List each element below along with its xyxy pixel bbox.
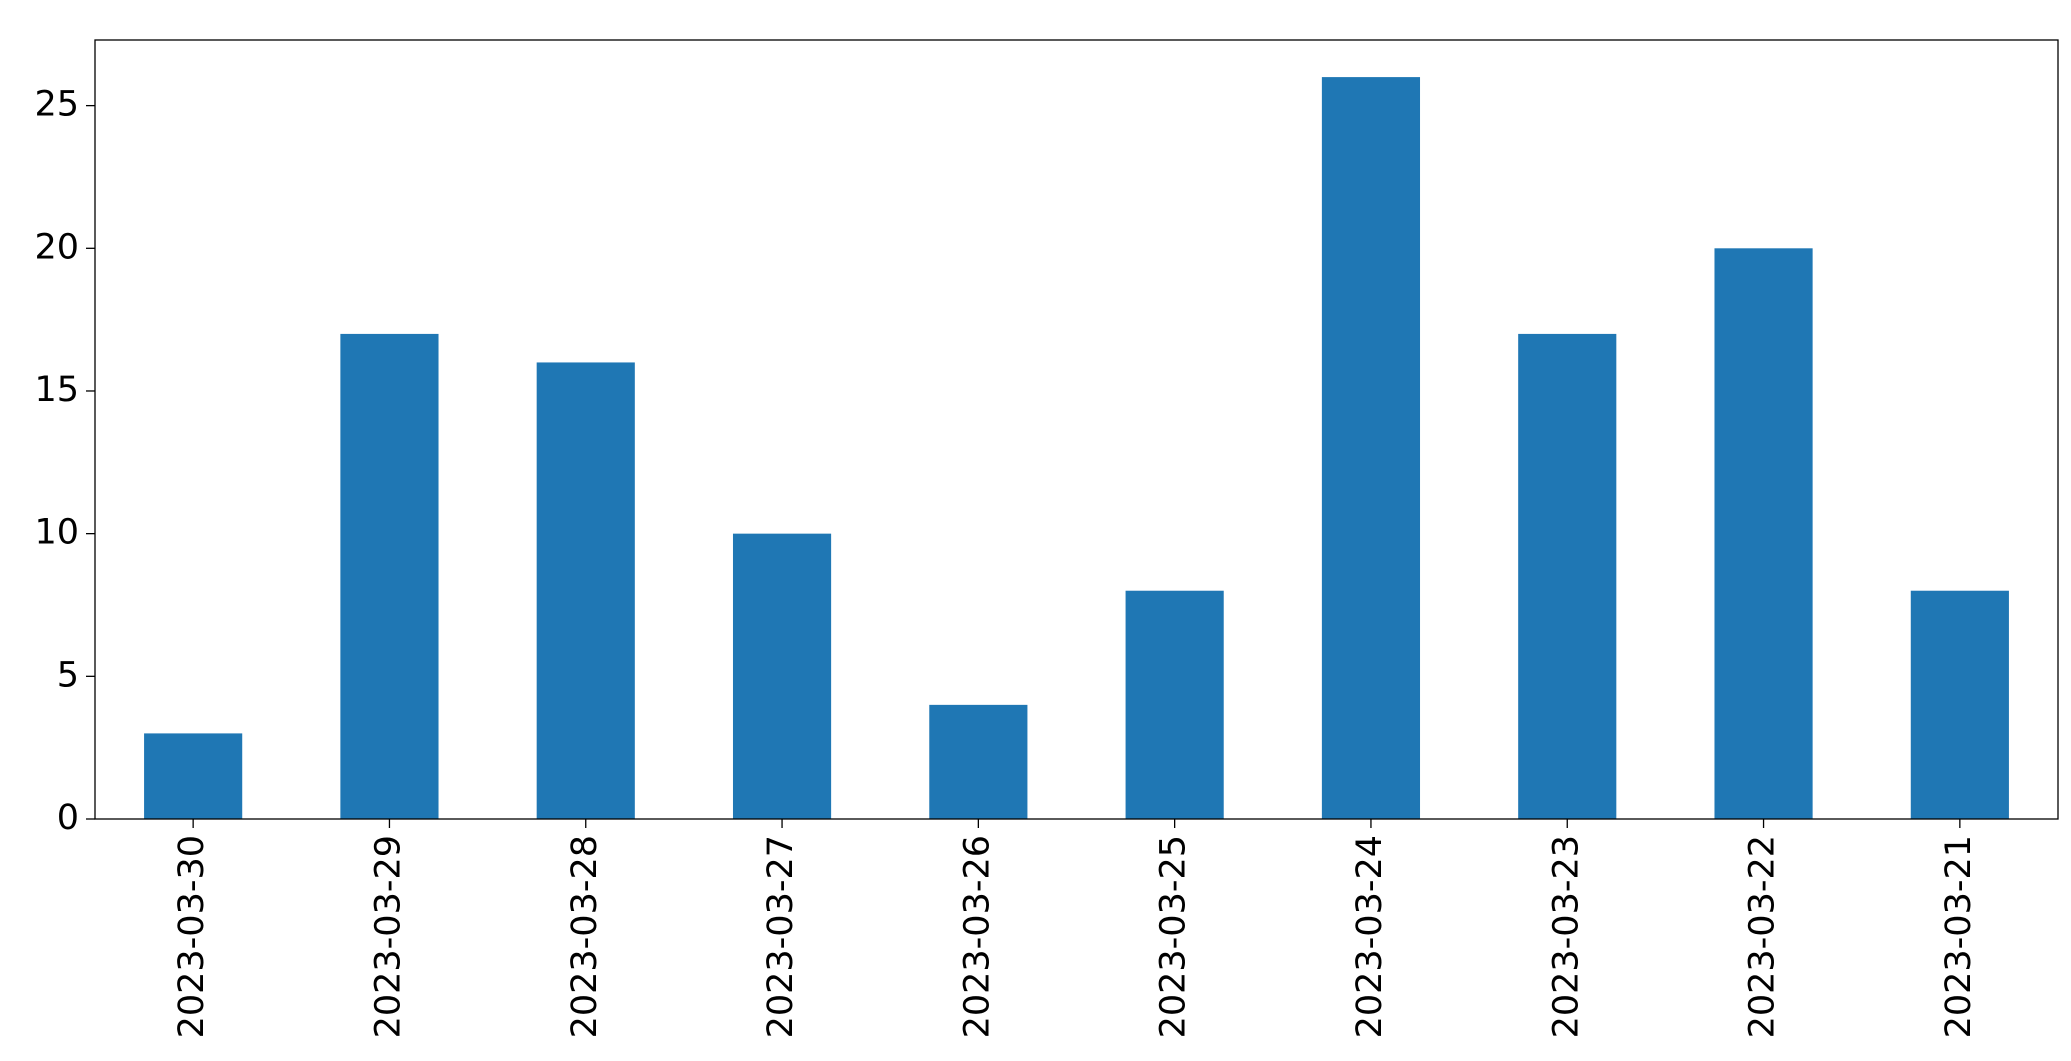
plot-frame	[94, 39, 2059, 820]
bar	[144, 733, 243, 819]
bar	[1518, 333, 1617, 819]
x-tick-label: 2023-03-26	[957, 835, 997, 1038]
y-tick-label: 10	[34, 513, 79, 553]
x-tick-label: 2023-03-21	[1939, 835, 1979, 1038]
x-tick-label: 2023-03-24	[1350, 835, 1390, 1038]
bar	[340, 333, 439, 819]
y-tick-label: 20	[34, 227, 79, 267]
bar	[1910, 590, 2009, 819]
bar	[1714, 248, 1813, 820]
bar	[1125, 590, 1224, 819]
y-tick-label: 5	[57, 655, 79, 695]
bar	[929, 704, 1028, 819]
x-tick-label: 2023-03-23	[1546, 835, 1586, 1038]
x-tick-label: 2023-03-29	[368, 835, 408, 1038]
bar	[536, 362, 635, 819]
y-tick-label: 25	[34, 85, 79, 125]
y-tick-label: 15	[34, 370, 79, 410]
x-tick-label: 2023-03-22	[1743, 835, 1783, 1038]
x-tick-label: 2023-03-30	[172, 835, 212, 1038]
bar	[1321, 77, 1421, 820]
x-tick-label: 2023-03-25	[1154, 835, 1194, 1038]
x-tick-label: 2023-03-28	[565, 835, 605, 1038]
bar	[732, 533, 832, 819]
x-tick-label: 2023-03-27	[761, 835, 801, 1038]
y-tick-label: 0	[57, 798, 79, 838]
